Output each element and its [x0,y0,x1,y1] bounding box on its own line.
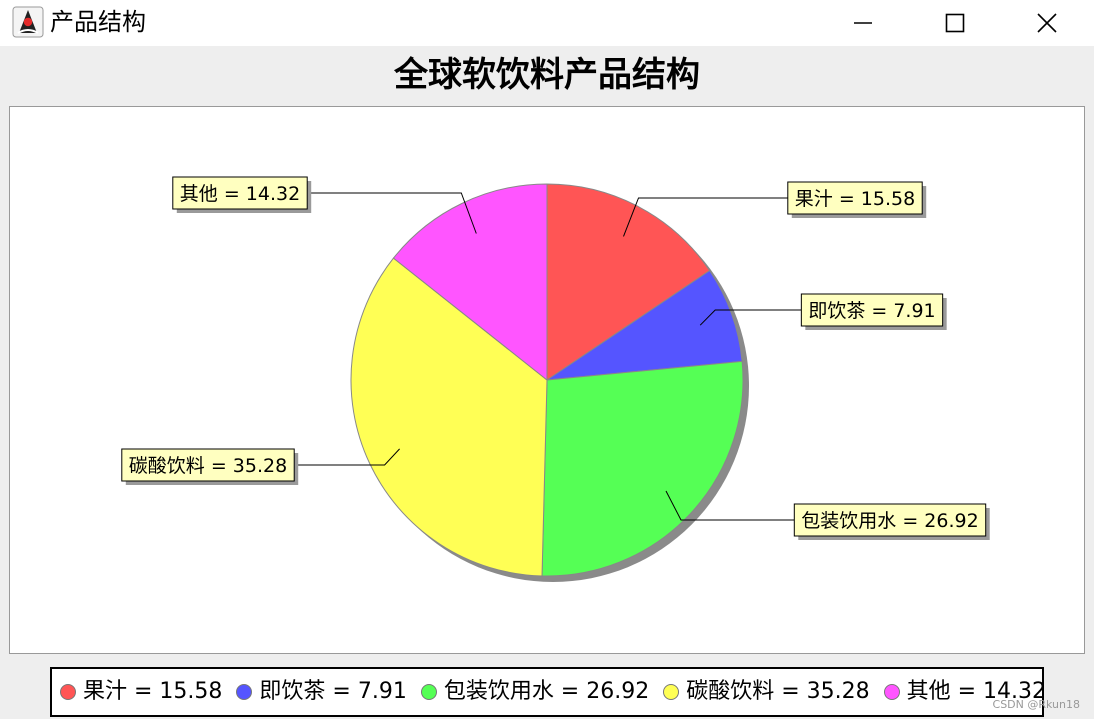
legend-item: 碳酸饮料 = 35.28 [663,677,870,707]
leader-line [699,309,817,326]
close-icon [1037,13,1057,33]
slice-label: 碳酸饮料 = 35.28 [121,448,299,485]
legend-label: 包装饮用水 = 26.92 [443,679,650,704]
slice-label-text: 碳酸饮料 = 35.28 [129,455,287,477]
legend-swatch [883,684,900,700]
pie-slice[interactable] [546,269,743,381]
slice-label-box [800,293,944,327]
close-button[interactable] [1001,0,1093,46]
legend-swatch [60,684,76,700]
legend-item: 即饮茶 = 7.91 [236,677,407,707]
minimize-icon [854,22,872,24]
pie-slice[interactable] [350,257,548,577]
legend-label: 即饮茶 = 7.91 [259,679,407,704]
slice-label: 包装饮用水 = 26.92 [793,503,990,540]
maximize-icon [945,13,965,33]
pie-slice[interactable] [541,360,744,577]
slice-label: 即饮茶 = 7.91 [800,293,947,330]
slice-label-text: 包装饮用水 = 26.92 [801,510,978,532]
minimize-button[interactable] [817,0,909,46]
legend-label: 碳酸饮料 = 35.28 [686,679,870,704]
maximize-button[interactable] [909,0,1001,46]
leader-line [295,192,477,234]
legend-swatch [236,684,253,700]
slice-label-text: 即饮茶 = 7.91 [808,300,935,322]
leader-line [665,490,835,521]
slice-label-box [793,503,987,537]
watermark: CSDN @Rkun18 [992,698,1080,711]
slice-label: 果汁 = 15.58 [787,181,927,218]
legend-label: 其他 = 14.32 [906,679,1044,704]
legend-item: 其他 = 14.32 [883,677,1044,707]
legend-swatch [420,684,437,700]
slice-label-box [172,176,308,210]
legend-item: 包装饮用水 = 26.92 [420,677,650,707]
legend-item: 果汁 = 15.58 [60,677,222,707]
plot-area: 果汁 = 15.58 即饮茶 = 7.91 包装饮用水 = 26.92 碳酸饮料 = … [9,106,1085,654]
pie-slice[interactable] [392,183,548,382]
legend-swatch [663,684,680,700]
chart-legend: 果汁 = 15.58 即饮茶 = 7.91 包装饮用水 = 26.92 碳酸饮料 = … [50,667,1044,717]
slice-label-text: 果汁 = 15.58 [795,188,915,210]
leader-line [263,448,400,466]
slice-label-text: 其他 = 14.32 [180,183,300,205]
leader-line [623,197,800,237]
slice-label-box [787,181,923,215]
pie-chart: 果汁 = 15.58 即饮茶 = 7.91 包装饮用水 = 26.92 碳酸饮料 = … [121,176,990,582]
slice-label: 其他 = 14.32 [172,176,312,213]
slice-label-box [121,448,295,482]
pie-slice[interactable] [546,183,711,381]
window-title: 产品结构 [50,8,146,36]
chart-title: 全球软饮料产品结构 [394,55,700,95]
legend-label: 果汁 = 15.58 [83,679,223,704]
java-duke-icon [12,6,44,38]
title-bar[interactable]: 产品结构 [0,0,1094,46]
